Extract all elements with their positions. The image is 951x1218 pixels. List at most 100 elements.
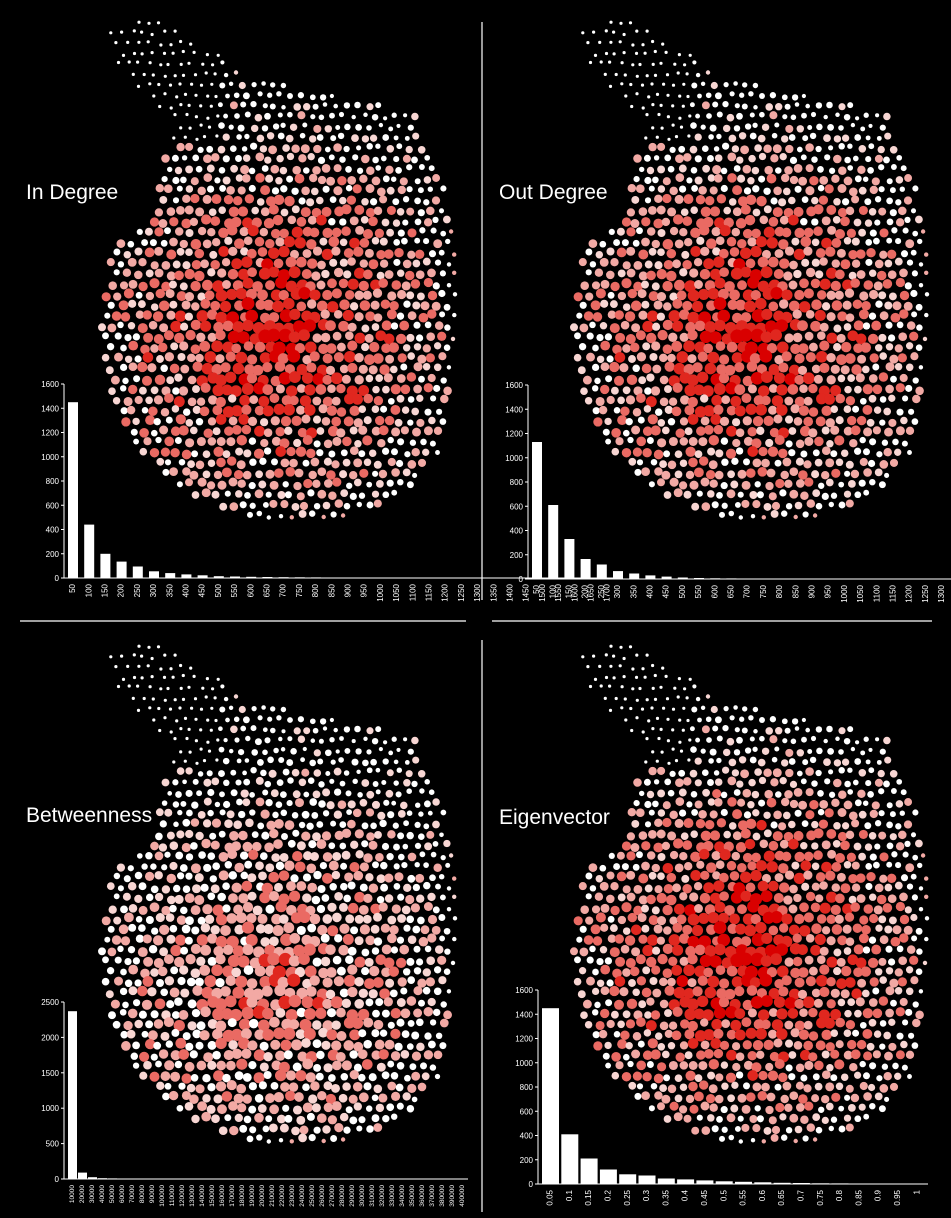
network-node (180, 322, 189, 331)
network-node (217, 892, 226, 902)
network-node (637, 416, 645, 424)
network-node (614, 352, 626, 363)
network-node (701, 502, 711, 511)
network-node (327, 301, 339, 313)
network-node (366, 103, 374, 111)
network-node (598, 405, 608, 415)
network-node (729, 715, 735, 721)
network-node (155, 183, 165, 193)
network-node (782, 738, 788, 744)
network-node (143, 1060, 152, 1070)
network-node (659, 375, 669, 385)
network-node (785, 502, 793, 510)
network-node (278, 1138, 284, 1143)
network-node (800, 491, 809, 501)
network-node (922, 336, 928, 342)
y-tick-label: 600 (46, 501, 60, 510)
network-node (767, 256, 779, 268)
network-node (668, 956, 678, 966)
network-node (169, 924, 178, 933)
network-node (920, 853, 926, 858)
network-node (330, 1135, 338, 1142)
network-node (805, 976, 816, 987)
network-node (642, 1050, 653, 1060)
network-node (855, 333, 867, 345)
network-node (744, 123, 752, 130)
network-node (899, 309, 909, 319)
network-node (420, 925, 430, 935)
network-node (674, 279, 685, 291)
network-node (692, 362, 703, 373)
network-node (239, 1124, 248, 1133)
network-node (187, 727, 191, 732)
network-node (781, 797, 790, 807)
x-tick-label: 70000 (129, 1185, 136, 1203)
network-node (194, 270, 205, 282)
x-tick-label: 310000 (369, 1185, 376, 1207)
network-node (679, 228, 688, 237)
network-node (396, 936, 405, 944)
network-node (207, 185, 215, 193)
network-node (633, 905, 643, 916)
network-node (312, 166, 321, 175)
network-node (240, 247, 249, 256)
network-node (345, 1106, 353, 1114)
network-node (679, 809, 687, 817)
network-node (678, 788, 687, 797)
network-node (324, 146, 331, 153)
network-node (716, 133, 722, 140)
network-node (407, 748, 414, 755)
network-node (207, 1040, 217, 1050)
network-node (285, 1008, 298, 1022)
network-node (899, 186, 905, 192)
network-node (366, 749, 372, 755)
network-node (343, 974, 356, 987)
histogram-bar (564, 539, 575, 579)
network-node (179, 341, 189, 351)
network-node (648, 766, 657, 776)
network-node (811, 820, 819, 829)
network-node (844, 912, 855, 922)
network-node (145, 269, 154, 278)
network-node (585, 893, 592, 900)
network-node (385, 978, 395, 988)
network-node (712, 725, 719, 732)
network-node (731, 352, 744, 364)
network-node (178, 82, 182, 86)
x-tick-label: 1100 (872, 584, 881, 602)
network-node (911, 1042, 919, 1049)
network-node (897, 353, 907, 363)
network-node (616, 227, 625, 236)
network-node (111, 311, 122, 321)
network-node (184, 1101, 194, 1111)
network-node (775, 727, 783, 735)
network-node (803, 1020, 813, 1030)
network-node (759, 93, 765, 99)
network-node (411, 1096, 418, 1103)
network-node (137, 644, 141, 648)
network-node (117, 885, 124, 892)
network-node (884, 925, 893, 934)
network-node (803, 227, 814, 238)
network-node (196, 397, 206, 406)
network-node (752, 500, 761, 509)
network-node (322, 998, 333, 1009)
network-node (185, 853, 194, 861)
network-node (656, 205, 666, 215)
network-node (448, 853, 454, 858)
network-node (915, 968, 923, 975)
network-node (770, 197, 778, 205)
network-node (595, 288, 606, 299)
network-node (826, 725, 833, 733)
network-node (858, 228, 867, 237)
network-node (298, 1133, 307, 1143)
network-node (181, 449, 192, 460)
network-node (144, 247, 155, 258)
network-node (206, 309, 218, 320)
network-node (326, 1029, 338, 1041)
network-node (415, 249, 425, 259)
network-node (199, 747, 203, 751)
network-node (381, 944, 392, 955)
network-node (248, 167, 256, 175)
network-node (682, 840, 693, 850)
